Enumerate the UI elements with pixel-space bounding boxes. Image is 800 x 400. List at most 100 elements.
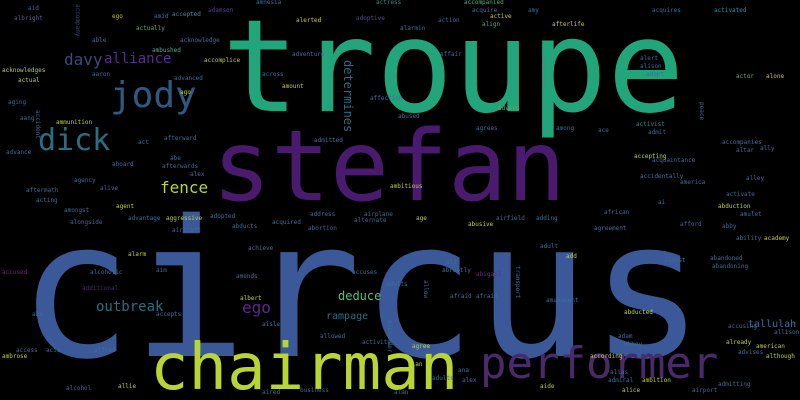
word-adults: adults (386, 281, 408, 288)
word-fence: fence (160, 178, 209, 197)
word-allow: allow (422, 280, 429, 299)
word-amongst: amongst (64, 207, 90, 214)
word-aang: aang (20, 115, 35, 122)
word-academy: academy (764, 235, 790, 242)
word-ambassador: ambassador (540, 56, 547, 93)
word-accompanies: accompanies (722, 139, 762, 146)
word-ambushed: ambushed (152, 47, 181, 54)
word-alarm: alarm (128, 251, 147, 258)
word-davy: davy (64, 50, 103, 69)
word-alcoholic: alcoholic (90, 269, 123, 276)
word-abruptly: abruptly (442, 267, 471, 274)
word-accuses: accuses (352, 269, 378, 276)
word-actress: actress (376, 0, 402, 6)
word-active: active (490, 13, 512, 20)
word-affair: affair (440, 51, 462, 58)
word-adventure: adventure (292, 51, 325, 58)
word-alone: alone (766, 73, 785, 80)
word-alerted: alerted (296, 17, 322, 24)
word-ago: ago (180, 89, 191, 96)
word-accompanied: accompanied (464, 0, 504, 6)
word-aisle: aisle (262, 321, 281, 328)
word-ammunition: ammunition (56, 119, 93, 126)
word-allison: allison (774, 329, 800, 336)
word-alfred: alfred (94, 347, 116, 354)
word-abbey: abbey (624, 341, 643, 348)
word-abe: abe (170, 155, 181, 162)
word-dick: dick (38, 123, 111, 158)
word-according: according (590, 353, 623, 360)
word-acknowledges: acknowledges (2, 67, 46, 74)
word-airfield: airfield (496, 215, 525, 222)
word-adding: adding (536, 215, 558, 222)
word-aim: aim (156, 267, 167, 274)
word-affection: affection (370, 95, 403, 102)
word-add: add (566, 253, 577, 260)
word-accompany: accompany (74, 4, 81, 37)
word-aggressive: aggressive (166, 215, 203, 222)
word-accused: accused (2, 269, 28, 276)
word-aftermath: aftermath (26, 187, 59, 194)
word-adam: adam (618, 333, 633, 340)
word-access: access (16, 347, 38, 354)
word-accepted: accepted (172, 11, 201, 18)
word-alexander: alexander (386, 320, 393, 353)
word-aide: aide (540, 383, 555, 390)
word-abandoning: abandoning (712, 263, 749, 270)
word-amusement: amusement (546, 297, 579, 304)
word-aired: aired (262, 389, 281, 396)
word-advantage: advantage (128, 215, 161, 222)
word-adults: adults (432, 375, 454, 382)
word-troupe: troupe (222, 0, 685, 142)
word-accomplice: accomplice (204, 57, 241, 64)
word-ace: ace (598, 127, 609, 134)
word-admitting: admitting (718, 381, 751, 388)
word-amends: amends (236, 273, 258, 280)
word-abducted: abducted (624, 309, 653, 316)
word-aaron: aaron (92, 71, 111, 78)
word-allowed: allowed (320, 333, 346, 340)
word-act: act (138, 139, 149, 146)
word-ali: ali (446, 259, 457, 266)
word-circus: circus (18, 180, 705, 400)
word-additional: additional (82, 285, 119, 292)
word-deduce: deduce (338, 289, 382, 303)
word-alley: alley (746, 175, 765, 182)
word-admiral: admiral (608, 377, 634, 384)
word-amid: amid (154, 13, 169, 20)
word-advance: advance (6, 149, 32, 156)
word-abby: abby (722, 223, 737, 230)
word-performer: performer (480, 338, 719, 389)
word-ego: ego (242, 298, 271, 317)
word-accepting: accepting (634, 153, 667, 160)
word-ambitious: ambitious (390, 183, 423, 190)
word-aircraft: aircraft (172, 227, 201, 234)
word-ability: ability (736, 235, 762, 242)
word-abduction: abduction (718, 203, 751, 210)
word-agent: agent (116, 203, 135, 210)
word-alarmin: alarmin (400, 25, 426, 32)
word-alternate: alternate (354, 217, 387, 224)
word-alex: alex (190, 171, 205, 178)
word-albright: albright (14, 15, 43, 22)
word-ana: ana (458, 367, 469, 374)
word-agree: agree (412, 343, 431, 350)
word-accusing: accusing (728, 323, 757, 330)
word-able: able (92, 37, 107, 44)
word-admitted: admitted (314, 137, 343, 144)
word-agrees: agrees (476, 125, 498, 132)
word-accident: accident (34, 110, 41, 139)
word-afterlife: afterlife (552, 21, 585, 28)
word-although: although (766, 353, 795, 360)
word-advanced: advanced (174, 75, 203, 82)
word-almost: almost (664, 257, 686, 264)
word-accidentally: accidentally (640, 173, 684, 180)
word-altar: altar (736, 147, 755, 154)
word-advice: advice (498, 105, 520, 112)
word-alias: alias (610, 369, 629, 376)
word-aboard: aboard (112, 161, 134, 168)
word-among: among (556, 125, 575, 132)
word-amnesia: amnesia (256, 0, 282, 6)
word-align: align (482, 21, 501, 28)
word-alliance: alliance (104, 51, 172, 67)
